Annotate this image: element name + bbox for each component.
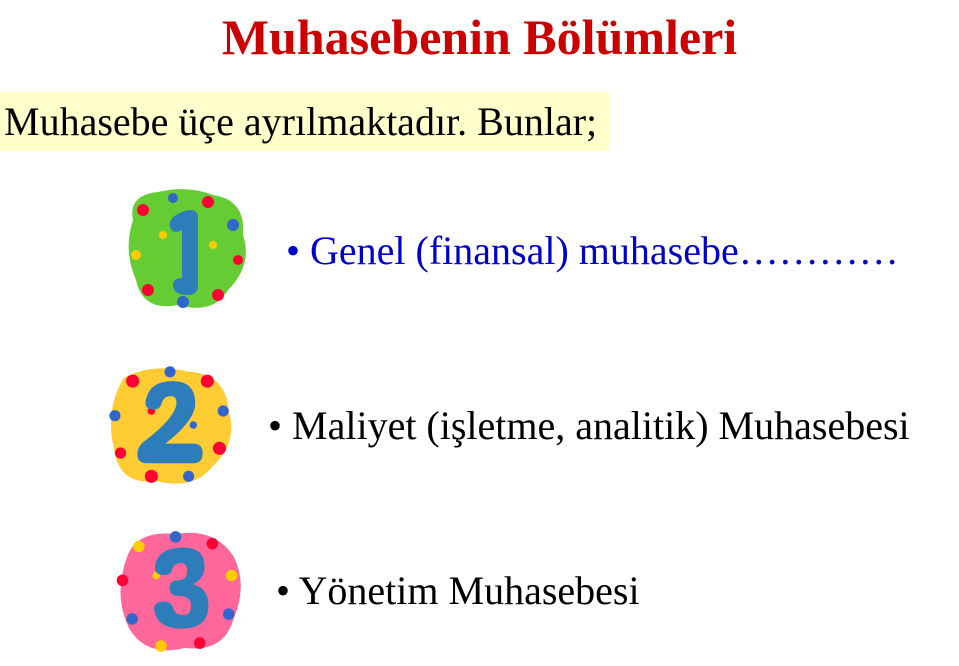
list-item-1-text: Genel (finansal) muhasebe…………	[286, 227, 899, 274]
number-1-icon	[118, 180, 258, 320]
list-item-3: Yönetim Muhasebesi	[108, 520, 640, 660]
slide-title: Muhasebenin Bölümleri	[0, 8, 959, 66]
number-2-icon	[100, 350, 240, 500]
slide: Muhasebenin Bölümleri Muhasebe üçe ayrıl…	[0, 0, 959, 666]
slide-subtitle: Muhasebe üçe ayrılmaktadır. Bunlar;	[0, 92, 609, 151]
list-item-2: Maliyet (işletme, analitik) Muhasebesi	[100, 350, 910, 500]
number-3-icon	[108, 520, 248, 660]
list-item-2-text: Maliyet (işletme, analitik) Muhasebesi	[268, 402, 910, 449]
list-item-1: Genel (finansal) muhasebe…………	[118, 180, 899, 320]
list-item-3-text: Yönetim Muhasebesi	[276, 567, 640, 614]
